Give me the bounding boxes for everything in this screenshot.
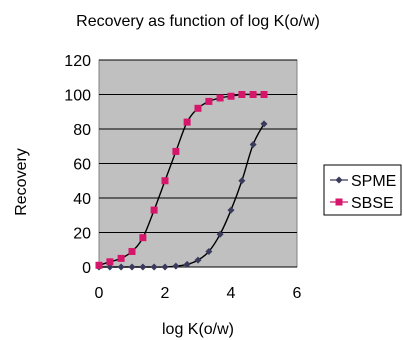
data-point-spme — [183, 260, 191, 268]
data-point-sbse — [260, 91, 268, 98]
data-point-spme — [205, 247, 213, 255]
legend: SPME SBSE — [323, 164, 402, 216]
y-tick-label: 120 — [64, 53, 91, 70]
series-line-sbse — [98, 93, 264, 266]
y-tick-labels: 0 20 40 60 80 100 120 — [64, 53, 91, 277]
data-point-sbse — [249, 91, 257, 98]
data-point-sbse — [128, 247, 136, 255]
series-line-spme — [98, 123, 265, 268]
data-point-sbse — [117, 254, 125, 262]
data-point-sbse — [161, 177, 169, 185]
legend-label-sbse: SBSE — [351, 195, 394, 212]
x-tick-label: 2 — [161, 285, 170, 302]
y-tick-label: 80 — [73, 122, 91, 139]
series-layer — [95, 91, 268, 271]
data-point-sbse — [95, 261, 103, 269]
series-sbse — [95, 91, 268, 269]
legend-box — [323, 164, 402, 216]
data-point-sbse — [238, 91, 246, 98]
data-point-sbse — [106, 258, 114, 266]
x-tick-labels: 0 2 4 6 — [95, 285, 302, 302]
y-tick-label: 0 — [82, 260, 91, 277]
data-point-spme — [150, 263, 158, 271]
y-tick-label: 40 — [73, 191, 91, 208]
x-tick-label: 0 — [95, 285, 104, 302]
data-point-spme — [161, 263, 169, 271]
data-point-spme — [216, 230, 224, 238]
legend-label-spme: SPME — [351, 173, 396, 190]
chart-title: Recovery as function of log K(o/w) — [76, 13, 320, 30]
data-point-sbse — [194, 104, 202, 112]
data-point-spme — [117, 263, 125, 271]
data-point-spme — [172, 262, 180, 270]
data-point-spme — [260, 120, 268, 128]
data-point-sbse — [150, 206, 158, 214]
data-point-sbse — [139, 234, 147, 242]
data-point-sbse — [227, 92, 235, 100]
legend-marker-spme — [335, 176, 343, 184]
data-point-sbse — [172, 147, 180, 155]
data-point-spme — [238, 177, 246, 185]
data-point-spme — [227, 206, 235, 214]
y-tick-label: 20 — [73, 226, 91, 243]
data-point-sbse — [183, 118, 191, 126]
x-axis-label: log K(o/w) — [162, 321, 234, 338]
data-point-sbse — [216, 94, 224, 102]
y-tick-label: 60 — [73, 157, 91, 174]
data-point-spme — [139, 263, 147, 271]
data-point-sbse — [205, 97, 213, 105]
legend-marker-sbse — [335, 198, 343, 206]
y-tick-label: 100 — [64, 88, 91, 105]
x-tick-label: 6 — [293, 285, 302, 302]
data-point-spme — [194, 256, 202, 264]
data-point-spme — [128, 263, 136, 271]
data-point-spme — [249, 141, 257, 149]
x-tick-label: 4 — [227, 285, 236, 302]
y-axis-label: Recovery — [13, 148, 30, 216]
